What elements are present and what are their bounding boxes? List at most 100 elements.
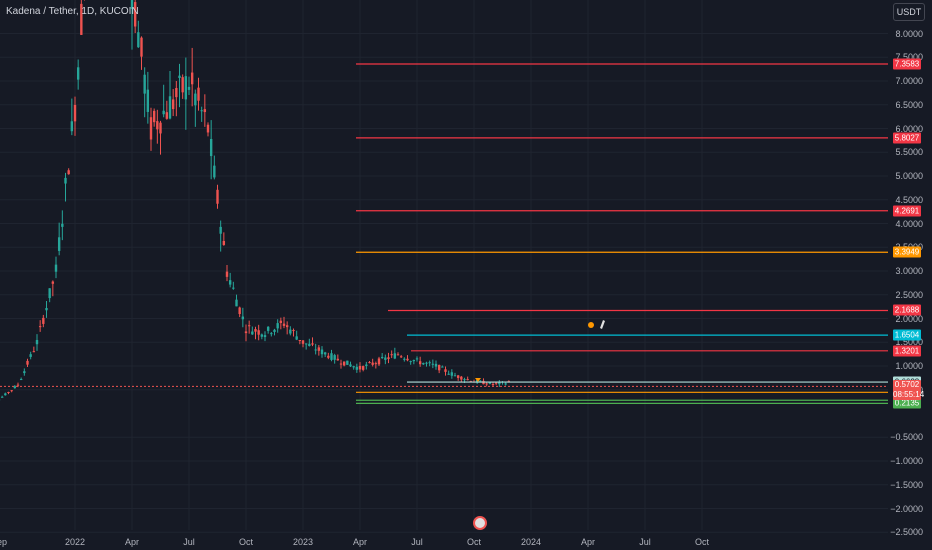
price-levels xyxy=(356,63,888,404)
candle-body xyxy=(377,358,381,365)
x-tick-label: Sep xyxy=(0,537,8,547)
candle-body xyxy=(61,223,64,227)
level-price-badge: 1.6504 xyxy=(893,329,921,341)
current-price-badge: 0.5702 08:55:14 xyxy=(893,380,924,401)
x-tick-label: Jul xyxy=(411,537,423,547)
candle-body xyxy=(67,170,70,175)
candle-body xyxy=(333,355,336,360)
x-tick-label: Jul xyxy=(183,537,195,547)
candle-body xyxy=(450,372,454,376)
candle-body xyxy=(200,110,203,112)
candle-body xyxy=(323,352,327,355)
candle-body xyxy=(4,393,7,396)
candle-body xyxy=(137,32,140,48)
candle-body xyxy=(453,375,457,377)
candle-body xyxy=(0,396,4,398)
candle-body xyxy=(251,331,254,335)
candle-body xyxy=(241,316,245,320)
candle-body xyxy=(216,189,219,204)
candle-body xyxy=(491,384,495,386)
candle-body xyxy=(194,93,197,106)
y-tick-label: 4.5000 xyxy=(895,194,923,205)
candle-body xyxy=(38,326,42,328)
candle-body xyxy=(235,299,238,307)
candle-body xyxy=(266,326,270,331)
y-tick-label: −2.5000 xyxy=(890,527,923,538)
chart-title: Kadena / Tether, 1D, KUCOIN xyxy=(6,6,139,17)
candle-body xyxy=(23,371,26,374)
candle-body xyxy=(13,386,17,389)
events-icon xyxy=(473,516,487,530)
candle-body xyxy=(238,307,241,315)
rocket-icon xyxy=(600,320,605,329)
candle-body xyxy=(282,323,286,326)
candle-body xyxy=(387,357,390,360)
y-tick-label: −1.0000 xyxy=(890,456,923,466)
y-tick-label: 1.0000 xyxy=(895,361,923,371)
candle-body xyxy=(330,353,333,360)
candle-body xyxy=(358,365,362,370)
candle-body xyxy=(368,362,371,364)
candle-body xyxy=(349,364,352,367)
grid xyxy=(0,0,888,533)
candle-body xyxy=(178,75,181,78)
candle-body xyxy=(140,37,143,57)
candle-body xyxy=(479,380,482,382)
candle-body xyxy=(130,0,134,9)
candle-body xyxy=(444,369,447,372)
x-tick-label: Apr xyxy=(124,537,140,547)
x-tick-label: 2023 xyxy=(292,537,314,547)
candle-body xyxy=(51,281,55,284)
candle-body xyxy=(456,375,460,378)
candle-body xyxy=(133,2,137,27)
candle-body xyxy=(32,351,36,353)
y-tick-label: −1.5000 xyxy=(890,479,923,490)
candle-body xyxy=(16,384,20,386)
candle-body xyxy=(396,354,400,356)
chart-icons xyxy=(473,320,605,530)
candle-body xyxy=(485,383,488,385)
candle-body xyxy=(42,317,45,324)
y-tick-label: 1.5000 xyxy=(895,337,923,348)
candle-body xyxy=(361,366,365,370)
candle-body xyxy=(460,376,463,380)
candle-body xyxy=(466,379,469,381)
candle-body xyxy=(222,240,226,245)
candle-body xyxy=(80,3,83,35)
flame-icon xyxy=(588,322,594,328)
price-candles xyxy=(0,0,511,401)
candle-body xyxy=(19,379,23,381)
candle-body xyxy=(437,364,441,371)
candle-body xyxy=(308,343,311,346)
candle-body xyxy=(415,358,419,360)
candle-body xyxy=(355,366,359,370)
currency-button[interactable]: USDT xyxy=(893,3,925,21)
candle-body xyxy=(149,117,153,140)
candle-body xyxy=(168,96,172,119)
candle-body xyxy=(380,356,384,358)
candle-body xyxy=(399,356,403,358)
y-tick-label: 7.5000 xyxy=(895,52,923,63)
level-price-badge: 1.3201 xyxy=(893,345,921,357)
candle-body xyxy=(320,349,324,355)
candle-body xyxy=(159,122,162,134)
candle-body xyxy=(270,333,273,335)
candle-body xyxy=(279,320,283,324)
candle-body xyxy=(346,360,349,365)
candle-body xyxy=(276,323,279,329)
candle-body xyxy=(393,353,397,359)
candle-body xyxy=(152,110,156,123)
candle-body xyxy=(298,339,302,342)
candle-body xyxy=(7,392,10,394)
candle-body xyxy=(374,363,378,365)
candle-body xyxy=(225,271,229,277)
candle-body xyxy=(143,74,146,94)
candle-body xyxy=(165,112,169,119)
candle-body xyxy=(26,360,29,365)
candle-body xyxy=(29,354,32,357)
y-tick-label: 6.5000 xyxy=(895,99,923,110)
candle-body xyxy=(162,110,165,115)
candle-body xyxy=(463,379,466,381)
candle-body xyxy=(311,343,314,345)
